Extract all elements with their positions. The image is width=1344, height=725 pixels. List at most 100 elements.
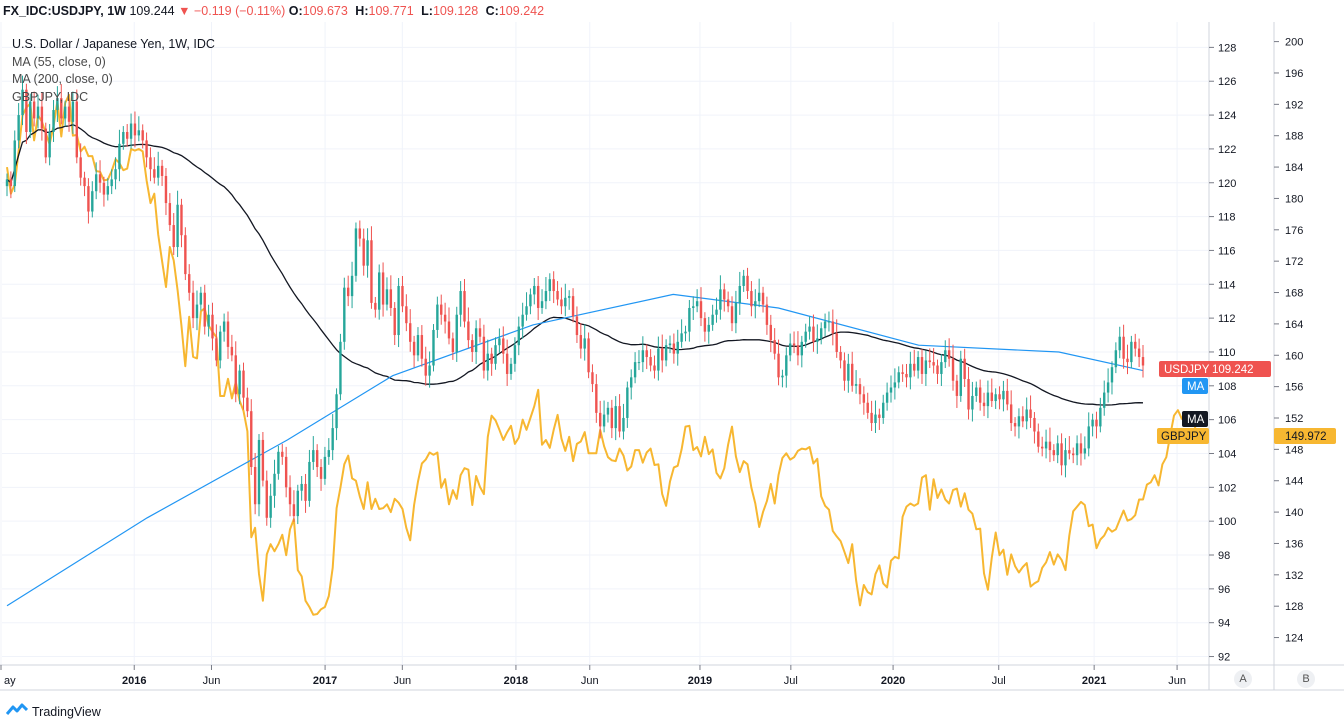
candle-body [723, 289, 726, 300]
candle-body [366, 240, 369, 266]
candle-body [1110, 367, 1114, 383]
price-tags: USDJPY 109.242 MA MA GBPJPY 149.972 [1157, 361, 1336, 444]
time-axis-tick-label: 2017 [313, 675, 337, 687]
candle-body [862, 394, 866, 403]
candle-body [1079, 443, 1083, 454]
candle-body [234, 355, 237, 395]
right-price-axis[interactable]: 124 128 132 136 140 144 148 152 156 160 164 168 172 1… [1274, 37, 1303, 645]
legend-title[interactable]: U.S. Dollar / Japanese Yen, 1W, IDC [12, 37, 215, 51]
candle-body [149, 157, 152, 170]
moving-averages [6, 124, 1144, 607]
candle-body [517, 326, 520, 346]
candle-body [405, 306, 408, 324]
candle-body [804, 331, 807, 342]
right-axis-tick-label: 160 [1285, 350, 1303, 362]
candle-body [343, 287, 346, 342]
legend-overlay[interactable]: GBPJPY, IDC [12, 89, 89, 104]
ma200-tag-bg [1182, 378, 1208, 394]
candle-body [1137, 348, 1141, 358]
candle-body [323, 456, 327, 479]
branding[interactable]: TradingView [5, 703, 101, 722]
low-value: 109.128 [432, 4, 479, 18]
right-axis-tick-label: 192 [1285, 99, 1303, 111]
open-label: O: [288, 4, 303, 18]
candle-body [250, 411, 253, 468]
right-axis-scale-button[interactable]: B [1297, 670, 1315, 688]
gbpjpy-tag-value: 149.972 [1285, 431, 1327, 443]
candle-body [389, 289, 393, 308]
candle-body [1044, 441, 1048, 449]
candle-body [913, 363, 916, 371]
candle-body [184, 235, 187, 275]
candle-body [633, 362, 637, 378]
candle-body [1095, 419, 1098, 427]
candle-body [312, 450, 315, 462]
price-chart[interactable]: 92 94 96 98 100 102 104 106 108 110 112 114 116 118 12… [0, 0, 1344, 700]
candle-body [819, 328, 823, 339]
candle-body [726, 299, 730, 307]
candle-body [1130, 341, 1133, 363]
candle-body [792, 343, 796, 346]
candle-body [1118, 336, 1121, 351]
candle-body [60, 98, 63, 119]
candle-body [370, 240, 373, 303]
legend-ma55[interactable]: MA (55, close, 0) [12, 54, 106, 69]
candle-body [339, 341, 342, 395]
candle-body [451, 338, 455, 352]
candle-body [1021, 416, 1025, 422]
candle-body [866, 402, 869, 413]
candle-body [346, 287, 350, 297]
candle-body [928, 360, 931, 363]
candle-body [5, 179, 9, 187]
candle-body [180, 204, 183, 236]
candle-body [17, 115, 20, 141]
candle-body [440, 304, 443, 315]
candle-body [1075, 443, 1079, 456]
candle-body [598, 412, 602, 427]
candle-body [106, 186, 110, 195]
candle-body [319, 467, 323, 479]
candle-body [1126, 358, 1129, 363]
candle-body [668, 343, 672, 346]
right-axis-tick-label: 156 [1285, 382, 1303, 394]
candle-body [955, 380, 959, 396]
candle-body [9, 179, 13, 187]
candle-body [975, 387, 978, 396]
right-axis-tick-label: 136 [1285, 538, 1303, 550]
candle-body [951, 358, 955, 381]
candle-body [688, 307, 691, 332]
candle-body [757, 292, 761, 302]
candle-body [48, 131, 51, 158]
candle-body [102, 182, 106, 195]
legend-ma200[interactable]: MA (200, close, 0) [12, 72, 113, 86]
candle-body [579, 335, 583, 349]
candle-body [1013, 423, 1017, 427]
candle-body [661, 348, 664, 361]
symbol-title[interactable]: FX_IDC:USDJPY, 1W [3, 4, 126, 18]
candle-body [932, 362, 935, 366]
right-axis-tick-label: 132 [1285, 570, 1303, 582]
candle-body [397, 285, 400, 336]
high-label: H: [355, 4, 369, 18]
candle-body [1017, 416, 1021, 427]
time-axis-tick-label: Jun [393, 675, 411, 687]
candle-body [238, 370, 241, 395]
candle-body [521, 314, 524, 327]
down-triangle-icon: ▼ [178, 4, 191, 18]
candle-body [25, 89, 28, 132]
ma200-tag-label: MA [1187, 381, 1205, 393]
time-axis-tick-label: 2018 [504, 675, 528, 687]
right-axis-tick-label: 188 [1285, 131, 1303, 143]
candle-body [157, 165, 160, 178]
time-axis[interactable]: ay 2016 Jun 2017 Jun 2018 Jun 2019 Jul 2020 Jul 202… [0, 665, 1186, 687]
candle-body [1141, 357, 1145, 366]
candle-body [354, 228, 358, 276]
candle-body [1002, 390, 1005, 400]
gbpjpy-tag-label: GBPJPY [1161, 431, 1207, 443]
time-axis-tick-label: Jun [203, 675, 221, 687]
candle-body [967, 379, 970, 410]
auto-scale-button[interactable]: A [1234, 670, 1252, 688]
left-price-axis[interactable]: 92 94 96 98 100 102 104 106 108 110 112 114 116 118 12… [1209, 42, 1236, 664]
candle-body [808, 326, 811, 332]
right-axis-tick-label: 144 [1285, 476, 1303, 488]
